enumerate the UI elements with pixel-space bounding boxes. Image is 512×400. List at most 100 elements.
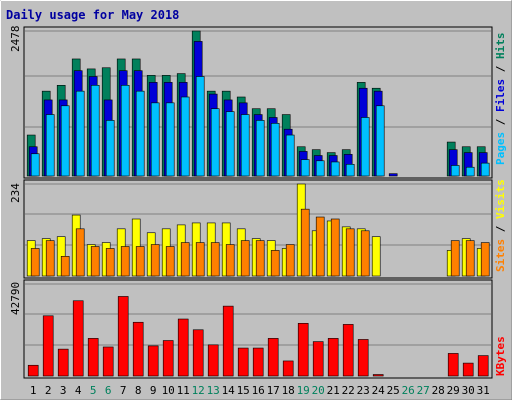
bar-kbytes-day-18	[282, 360, 294, 377]
bar-kbytes-day-4	[72, 300, 84, 377]
bar-sites-day-10	[165, 246, 175, 277]
bar-kbytes-day-30	[462, 362, 474, 377]
x-label-day-4: 4	[75, 384, 82, 397]
bar-pages-day-15	[240, 114, 250, 177]
bar-pages-day-20	[315, 160, 325, 177]
bar-sites-day-19	[300, 208, 310, 277]
bar-pages-day-22	[345, 163, 355, 177]
bar-visits-day-24	[371, 236, 381, 277]
bar-pages-day-12	[195, 76, 205, 177]
bar-sites-day-20	[315, 216, 325, 277]
bar-kbytes-day-2	[42, 315, 54, 377]
bar-sites-day-18	[285, 244, 295, 277]
legend-hits: Hits	[494, 33, 507, 60]
bar-kbytes-day-17	[267, 338, 279, 377]
x-label-day-11: 11	[177, 384, 190, 397]
bar-kbytes-day-29	[447, 353, 459, 377]
bar-kbytes-day-16	[252, 347, 264, 377]
x-label-day-28: 28	[432, 384, 445, 397]
bar-kbytes-day-5	[87, 338, 99, 377]
bar-kbytes-day-14	[222, 305, 234, 377]
bar-pages-day-10	[165, 102, 175, 177]
bar-sites-day-29	[450, 240, 460, 277]
bar-pages-day-21	[330, 161, 340, 177]
legend-kbytes: KBytes	[494, 336, 507, 376]
bar-pages-day-1	[30, 153, 40, 177]
bar-kbytes-day-20	[312, 341, 324, 377]
bar-sites-day-30	[465, 240, 475, 277]
bar-pages-day-14	[225, 111, 235, 177]
x-label-day-8: 8	[135, 384, 142, 397]
bar-pages-day-13	[210, 108, 220, 177]
bar-kbytes-day-7	[117, 296, 129, 377]
bar-pages-day-29	[450, 165, 460, 177]
bar-pages-day-9	[150, 102, 160, 177]
bar-pages-day-30	[465, 166, 475, 177]
bar-pages-day-18	[285, 134, 295, 177]
chart-title: Daily usage for May 2018	[6, 8, 179, 22]
x-label-day-23: 23	[357, 384, 370, 397]
legend-middle: Sites / Visits	[494, 179, 507, 272]
x-label-day-6: 6	[105, 384, 112, 397]
x-label-day-16: 16	[252, 384, 265, 397]
x-label-day-10: 10	[162, 384, 175, 397]
bar-kbytes-day-31	[477, 355, 489, 377]
x-label-day-3: 3	[60, 384, 67, 397]
bar-pages-day-11	[180, 96, 190, 177]
bar-sites-day-2	[45, 240, 55, 277]
bar-pages-day-3	[60, 105, 70, 177]
bar-pages-day-23	[360, 117, 370, 177]
x-label-day-21: 21	[327, 384, 340, 397]
bar-sites-day-12	[195, 242, 205, 277]
bar-pages-day-5	[90, 85, 100, 177]
bar-sites-day-11	[180, 242, 190, 277]
bar-sites-day-22	[345, 228, 355, 277]
bar-sites-day-16	[255, 240, 265, 277]
bar-sites-day-9	[150, 244, 160, 277]
bar-sites-day-4	[75, 228, 85, 277]
bar-pages-day-31	[480, 162, 490, 177]
bar-kbytes-day-8	[132, 321, 144, 377]
x-label-day-15: 15	[237, 384, 250, 397]
bar-pages-day-7	[120, 85, 130, 177]
x-label-day-19: 19	[297, 384, 310, 397]
bar-sites-day-31	[480, 242, 490, 277]
bar-kbytes-day-23	[357, 339, 369, 377]
bar-sites-day-13	[210, 242, 220, 277]
bar-kbytes-day-21	[327, 338, 339, 377]
panel-middle: 234 Sites / Visits	[9, 179, 507, 279]
legend-top: Pages / Files / Hits	[494, 33, 507, 166]
bar-sites-day-1	[30, 248, 40, 277]
bar-pages-day-6	[105, 120, 115, 177]
x-label-day-13: 13	[207, 384, 220, 397]
bar-kbytes-day-10	[162, 340, 174, 377]
x-label-day-29: 29	[447, 384, 460, 397]
x-label-day-20: 20	[312, 384, 325, 397]
bar-sites-day-5	[90, 246, 100, 277]
bar-pages-day-2	[45, 114, 55, 177]
bar-sites-day-14	[225, 244, 235, 277]
bar-kbytes-day-9	[147, 345, 159, 377]
bar-kbytes-day-11	[177, 318, 189, 377]
bar-pages-day-4	[75, 90, 85, 177]
x-label-day-14: 14	[222, 384, 236, 397]
x-label-day-12: 12	[192, 384, 205, 397]
x-label-day-27: 27	[417, 384, 430, 397]
bar-sites-day-23	[360, 230, 370, 277]
x-label-day-2: 2	[45, 384, 52, 397]
x-label-day-5: 5	[90, 384, 97, 397]
x-label-day-1: 1	[30, 384, 37, 397]
bar-kbytes-day-19	[297, 323, 309, 377]
x-label-day-7: 7	[120, 384, 127, 397]
x-label-day-22: 22	[342, 384, 355, 397]
bar-sites-day-21	[330, 218, 340, 277]
x-label-day-25: 25	[387, 384, 400, 397]
bar-kbytes-day-15	[237, 347, 249, 377]
bar-sites-day-15	[240, 240, 250, 277]
bar-pages-day-16	[255, 120, 265, 177]
x-axis-labels: 1 2 3 4 5 6 7 8 9 10 11 12 13 14 15 16 17 18 19 20 21 22 23 24 2…	[30, 384, 490, 397]
ymax-label-middle: 234	[9, 183, 22, 203]
bar-sites-day-7	[120, 246, 130, 277]
ymax-label-top: 2478	[9, 26, 22, 53]
